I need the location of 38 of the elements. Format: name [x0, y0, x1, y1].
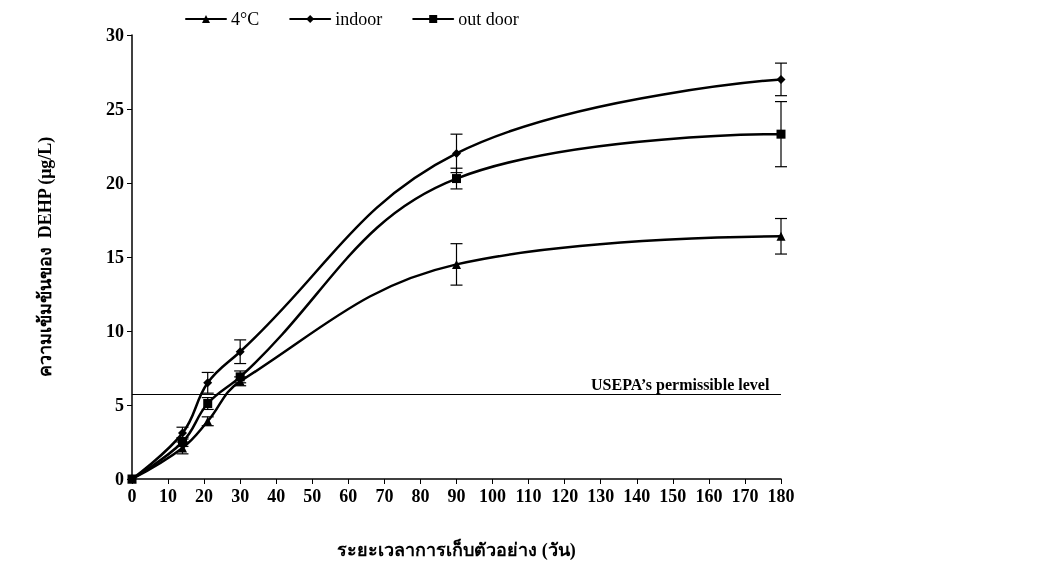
y-tick-label: 10: [106, 321, 124, 341]
x-axis-title: ระยะเวลาการเก็บตัวอย่าง (วัน): [337, 538, 576, 561]
x-tick-label: 150: [659, 486, 687, 506]
y-tick-label: 20: [106, 173, 124, 193]
x-tick-label: 160: [695, 486, 723, 506]
x-tick-label: 60: [339, 486, 358, 506]
x-tick-label: 110: [515, 486, 542, 506]
ref-line-label: USEPA’s permissible level: [591, 376, 770, 395]
x-tick-label: 40: [267, 486, 286, 506]
x-tick-label: 180: [767, 486, 795, 506]
x-tick-label: 170: [731, 486, 759, 506]
x-tick-label: 100: [479, 486, 507, 506]
y-tick-label: 15: [106, 247, 124, 267]
x-tick-label: 50: [303, 486, 322, 506]
x-tick-label: 20: [195, 486, 214, 506]
y-tick-label: 5: [115, 395, 124, 415]
legend-label: out door: [458, 9, 519, 29]
x-tick-label: 30: [231, 486, 250, 506]
y-tick-label: 25: [106, 99, 124, 119]
x-tick-label: 10: [159, 486, 178, 506]
x-tick-label: 130: [587, 486, 615, 506]
point: [452, 148, 461, 158]
x-tick-label: 140: [623, 486, 651, 506]
point: [776, 74, 786, 84]
x-tick-label: 90: [447, 486, 466, 506]
legend-label: indoor: [335, 9, 383, 29]
y-axis-title: ความเข้มข้นของ DEHP (μg/L): [35, 136, 56, 378]
x-tick-label: 70: [375, 486, 394, 506]
point: [776, 231, 786, 241]
point: [235, 347, 245, 357]
y-tick-label: 30: [106, 25, 124, 45]
y-tick-label: 0: [115, 469, 124, 489]
point: [203, 378, 213, 388]
x-tick-label: 80: [411, 486, 430, 506]
point: [452, 174, 461, 184]
legend-label: 4°C: [231, 9, 260, 29]
x-tick-label: 120: [551, 486, 579, 506]
point: [776, 129, 786, 139]
